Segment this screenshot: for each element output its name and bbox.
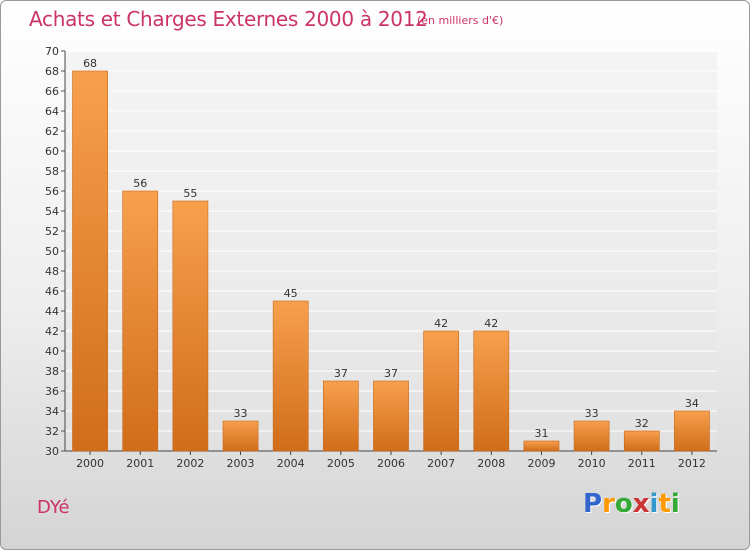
y-tick-label: 38 — [45, 365, 59, 378]
logo-letter: i — [670, 489, 680, 519]
y-tick-label: 66 — [45, 85, 59, 98]
logo-letter: i — [649, 489, 659, 519]
x-tick-label: 2003 — [227, 457, 255, 470]
y-tick-label: 40 — [45, 345, 59, 358]
data-label: 56 — [133, 177, 147, 190]
logo-letter: t — [658, 489, 671, 519]
x-tick-label: 2007 — [427, 457, 455, 470]
y-tick-label: 48 — [45, 265, 59, 278]
bar — [122, 190, 159, 452]
data-label: 42 — [434, 317, 448, 330]
y-tick-label: 54 — [45, 205, 59, 218]
data-label: 31 — [534, 427, 548, 440]
x-tick-label: 2011 — [628, 457, 656, 470]
y-tick-label: 58 — [45, 165, 59, 178]
x-tick-label: 2004 — [277, 457, 305, 470]
data-label: 33 — [585, 407, 599, 420]
y-tick-label: 52 — [45, 225, 59, 238]
chart-subtitle: (en milliers d'€) — [417, 14, 504, 27]
x-tick-label: 2012 — [678, 457, 706, 470]
data-label: 33 — [234, 407, 248, 420]
bar — [473, 330, 510, 452]
y-tick-label: 30 — [45, 445, 59, 458]
data-label: 37 — [334, 367, 348, 380]
x-tick-label: 2002 — [176, 457, 204, 470]
y-tick-label: 34 — [45, 405, 59, 418]
bar — [272, 300, 309, 452]
logo-letter: o — [614, 489, 633, 519]
y-tick-label: 68 — [45, 65, 59, 78]
x-tick-label: 2008 — [477, 457, 505, 470]
bar — [222, 420, 259, 452]
y-tick-label: 62 — [45, 125, 59, 138]
x-tick-label: 2010 — [578, 457, 606, 470]
x-tick-label: 2005 — [327, 457, 355, 470]
x-tick-label: 2000 — [76, 457, 104, 470]
data-label: 32 — [635, 417, 649, 430]
y-tick-label: 70 — [45, 45, 59, 58]
bar — [674, 410, 710, 452]
data-label: 37 — [384, 367, 398, 380]
bar — [623, 430, 660, 452]
data-label: 42 — [484, 317, 498, 330]
y-tick-label: 46 — [45, 285, 59, 298]
bar — [573, 420, 610, 452]
bar — [172, 200, 209, 452]
y-tick-label: 36 — [45, 385, 59, 398]
logo-letter: r — [602, 489, 615, 519]
logo-letter: P — [583, 489, 603, 519]
bar — [423, 330, 460, 452]
proxiti-logo[interactable]: Proxiti — [583, 489, 680, 519]
y-tick-label: 42 — [45, 325, 59, 338]
chart-title: Achats et Charges Externes 2000 à 2012 — [29, 7, 428, 31]
bar — [523, 440, 560, 452]
logo-letter: x — [632, 489, 650, 519]
x-tick-label: 2006 — [377, 457, 405, 470]
y-tick-label: 56 — [45, 185, 59, 198]
y-tick-label: 44 — [45, 305, 59, 318]
data-label: 45 — [284, 287, 298, 300]
labels: 30 32 34 36 38 40 42 44 46 48 50 52 54 56 58 60 62 64 66 68… — [45, 45, 706, 470]
bar — [373, 380, 409, 452]
data-label: 55 — [183, 187, 197, 200]
bar — [322, 380, 359, 452]
y-tick-label: 32 — [45, 425, 59, 438]
y-tick-label: 60 — [45, 145, 59, 158]
x-tick-label: 2001 — [126, 457, 154, 470]
bars — [72, 70, 710, 452]
data-label: 68 — [83, 57, 97, 70]
x-tick-label: 2009 — [527, 457, 555, 470]
y-tick-label: 64 — [45, 105, 59, 118]
bar — [72, 70, 108, 452]
town-name: DYé — [37, 497, 70, 518]
data-label: 34 — [685, 397, 699, 410]
y-tick-label: 50 — [45, 245, 59, 258]
